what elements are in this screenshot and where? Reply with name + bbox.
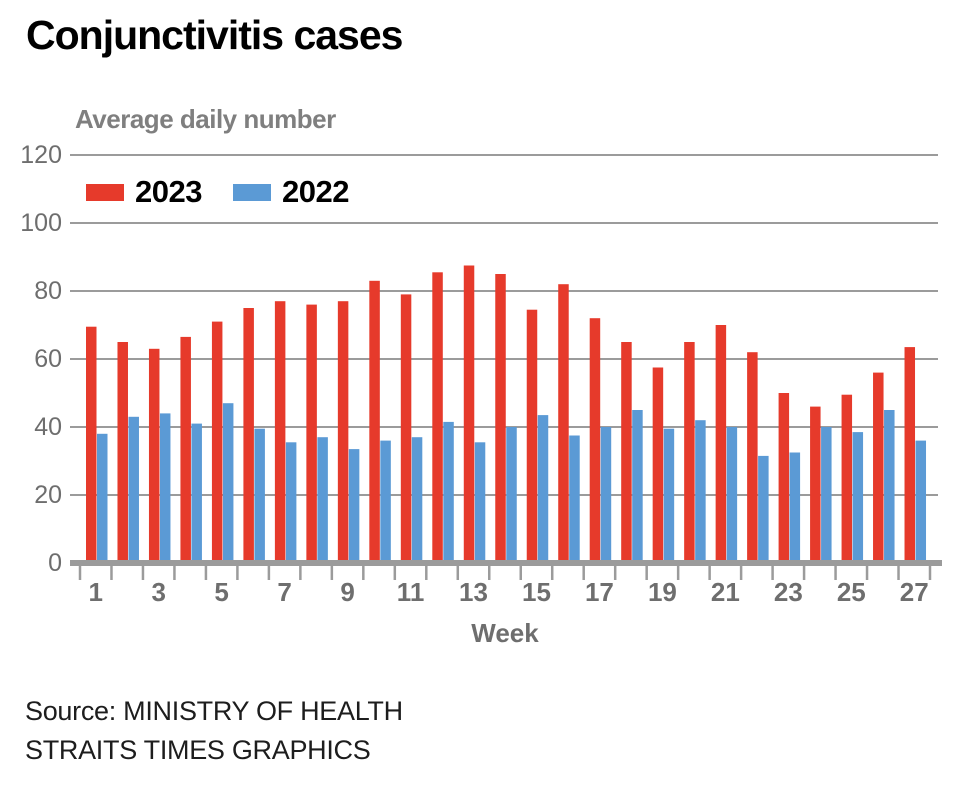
bar-2023-week-15 [526, 309, 538, 563]
y-axis-label-100: 100 [20, 209, 62, 237]
bar-2022-week-8 [317, 437, 328, 563]
x-axis-label-week-11: 11 [397, 577, 425, 607]
y-axis-label-40: 40 [34, 413, 62, 441]
bar-2023-week-12 [432, 272, 443, 563]
x-axis-label-week-21: 21 [711, 577, 740, 607]
bar-2023-week-26 [873, 372, 884, 563]
bar-2023-week-1 [86, 326, 97, 563]
chart-subtitle: Average daily number [75, 104, 336, 134]
bar-2023-week-18 [621, 342, 632, 563]
bar-2022-week-26 [884, 410, 895, 563]
bar-2022-week-3 [159, 413, 171, 563]
bar-2022-week-7 [285, 442, 297, 563]
source-line-2: STRAITS TIMES GRAPHICS [25, 735, 371, 765]
bar-2022-week-12 [443, 421, 454, 563]
x-axis-label-week-1: 1 [89, 577, 103, 607]
bar-2023-week-19 [652, 367, 664, 563]
y-axis-label-0: 0 [48, 549, 62, 577]
legend-swatch-2022 [232, 183, 271, 201]
bar-2022-week-16 [569, 435, 580, 563]
bar-2023-week-6 [243, 308, 254, 563]
bar-2022-week-10 [380, 440, 391, 563]
x-axis-label-week-5: 5 [214, 577, 228, 607]
bar-2023-week-10 [369, 280, 380, 563]
legend-swatch-2023 [86, 183, 124, 201]
bar-2022-week-18 [632, 410, 643, 563]
bar-2023-week-24 [810, 406, 821, 563]
bar-2022-week-20 [695, 420, 706, 563]
x-axis-title: Week [471, 618, 539, 648]
x-axis-label-week-9: 9 [340, 577, 354, 607]
bar-2023-week-23 [778, 393, 790, 563]
bar-2023-week-2 [117, 342, 128, 563]
bar-2022-week-25 [852, 432, 864, 563]
x-axis-label-week-7: 7 [277, 577, 291, 607]
x-axis-label-week-3: 3 [151, 577, 165, 607]
bar-2022-week-13 [474, 442, 486, 563]
bar-2023-week-17 [589, 318, 601, 563]
bar-2022-week-9 [348, 449, 360, 563]
page-title: Conjunctivitis cases [26, 12, 403, 58]
x-axis-label-week-19: 19 [648, 577, 677, 607]
x-axis-label-week-25: 25 [837, 577, 866, 607]
bar-2022-week-14 [506, 427, 517, 563]
legend: 2023 2022 [86, 174, 349, 210]
bar-2023-week-3 [148, 348, 160, 563]
bar-2023-week-21 [715, 325, 727, 563]
bar-2023-week-25 [841, 394, 853, 563]
x-axis-label-week-15: 15 [522, 577, 551, 607]
bar-2023-week-7 [274, 301, 286, 563]
bar-2023-week-5 [211, 321, 223, 563]
bar-2022-week-1 [97, 433, 108, 563]
bar-2022-week-27 [915, 440, 927, 563]
bar-2022-week-19 [663, 428, 675, 563]
bar-2023-week-14 [495, 274, 506, 563]
x-axis-label-week-13: 13 [459, 577, 488, 607]
bar-2022-week-24 [821, 427, 832, 563]
bar-2022-week-15 [537, 415, 549, 563]
bar-2023-week-16 [558, 284, 569, 563]
x-axis-label-week-17: 17 [585, 577, 614, 607]
bar-2023-week-27 [904, 347, 916, 563]
source-line-1: Source: MINISTRY OF HEALTH [25, 696, 403, 726]
y-axis-label-120: 120 [20, 141, 62, 169]
bar-2023-week-4 [180, 336, 191, 563]
bar-2023-week-20 [684, 342, 695, 563]
bar-2023-week-8 [306, 304, 317, 563]
bar-2023-week-22 [747, 352, 758, 563]
x-axis-label-week-23: 23 [774, 577, 803, 607]
legend-label-2023: 2023 [135, 174, 202, 209]
bar-2022-week-4 [191, 423, 202, 563]
y-axis-label-60: 60 [34, 345, 62, 373]
bar-2022-week-6 [254, 428, 265, 563]
bar-2022-week-22 [758, 455, 769, 563]
y-axis-label-80: 80 [34, 277, 62, 305]
x-axis-label-week-27: 27 [900, 577, 929, 607]
bar-2022-week-5 [222, 403, 234, 563]
bar-2022-week-21 [726, 427, 738, 563]
bar-2022-week-11 [411, 437, 423, 563]
bar-2023-week-9 [337, 301, 349, 563]
bar-2023-week-13 [463, 265, 475, 563]
bar-2023-week-11 [400, 294, 412, 563]
bar-2022-week-23 [789, 452, 801, 563]
source-text: Source: MINISTRY OF HEALTH STRAITS TIMES… [25, 692, 403, 770]
legend-label-2022: 2022 [281, 174, 349, 209]
bar-2022-week-2 [128, 416, 139, 563]
bar-2022-week-17 [600, 427, 612, 563]
y-axis-label-20: 20 [34, 481, 62, 509]
